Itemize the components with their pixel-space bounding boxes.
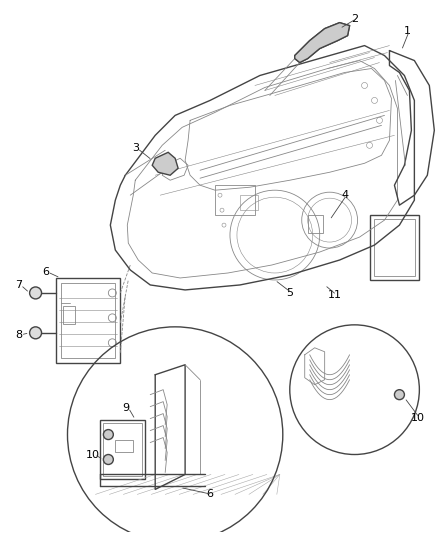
Circle shape [29,287,42,299]
Circle shape [394,390,403,400]
Text: 10: 10 [85,449,99,459]
Bar [60,283,115,358]
Text: 8: 8 [15,330,22,340]
Text: 5: 5 [286,288,293,298]
Text: 11: 11 [327,290,341,300]
Bar [64,306,75,324]
Bar [369,215,418,280]
Bar [55,278,120,363]
Circle shape [29,327,42,339]
Bar [115,440,133,451]
Text: 1: 1 [403,26,410,36]
Text: 7: 7 [15,280,22,290]
Bar [307,215,322,233]
Text: 2: 2 [350,14,357,23]
Text: 6: 6 [42,267,49,277]
Bar [215,185,254,215]
Circle shape [103,430,113,440]
Bar [240,195,257,210]
Bar [103,423,142,477]
Text: 9: 9 [123,402,130,413]
Text: 10: 10 [410,413,424,423]
Text: 4: 4 [340,190,347,200]
Polygon shape [152,152,178,175]
Bar [373,219,414,276]
Polygon shape [294,22,349,62]
Circle shape [103,455,113,464]
Text: 6: 6 [206,489,213,499]
Bar [100,419,145,480]
Text: 3: 3 [131,143,138,154]
